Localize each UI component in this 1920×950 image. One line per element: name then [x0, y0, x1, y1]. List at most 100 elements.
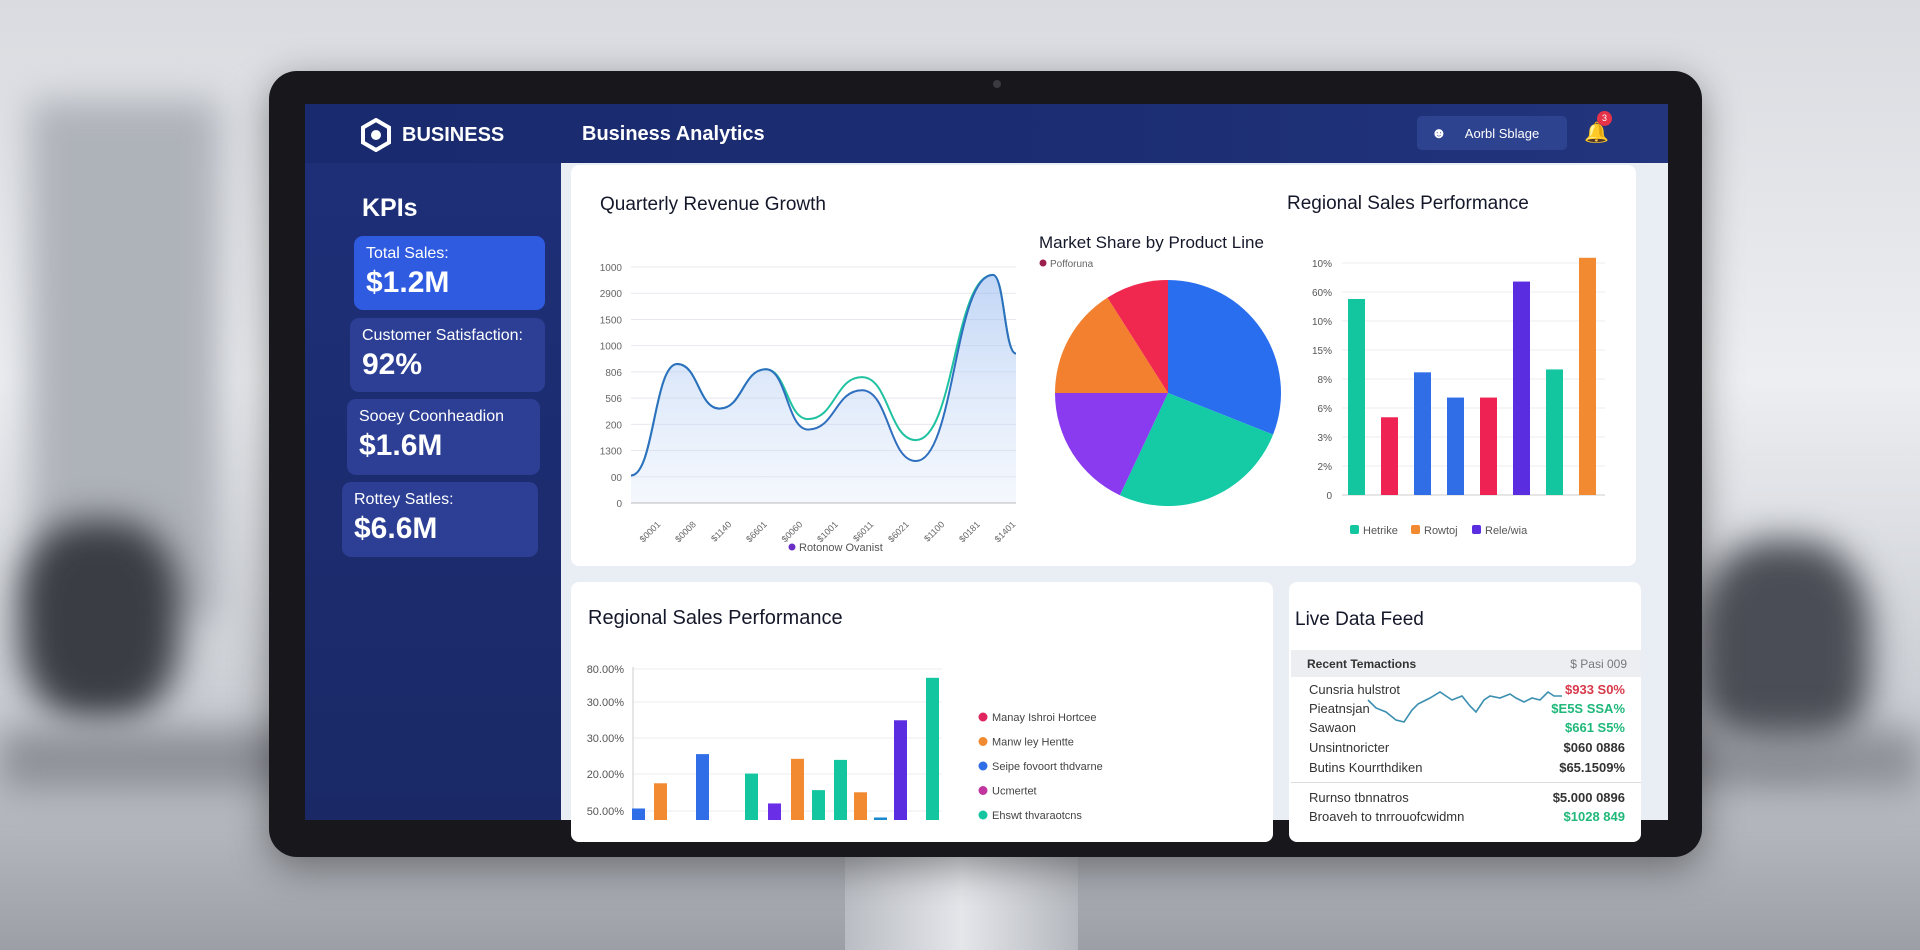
- feed-header-label: Recent Temactions: [1307, 656, 1417, 671]
- regional-sales-title: Regional Sales Performance: [588, 607, 843, 629]
- series-line: [630, 273, 1017, 477]
- bar: [696, 754, 709, 820]
- legend-label: Ucmertet: [992, 786, 1037, 798]
- y-tick-label: 0: [616, 499, 622, 510]
- x-tick-label: $1401: [993, 519, 1018, 544]
- y-tick-label: 806: [605, 368, 622, 379]
- y-tick-label: 200: [605, 420, 622, 431]
- feed-row-label: Cunsria hulstrot: [1309, 682, 1401, 697]
- legend-marker: [978, 810, 988, 820]
- feed-row-value: $5.000 0896: [1552, 790, 1625, 805]
- bar: [1579, 257, 1596, 495]
- feed-row[interactable]: Broaveh to tnrrouofcwidmn $1028 849: [1309, 809, 1625, 824]
- pie-slice: [1055, 393, 1168, 496]
- kpi-card-4[interactable]: Rottey Satles: $6.6M: [342, 482, 538, 557]
- kpi-value: 92%: [362, 348, 423, 381]
- x-tick-label: $0060: [780, 519, 805, 544]
- feed-row[interactable]: Cunsria hulstrot $933 S0%: [1309, 682, 1625, 697]
- feed-row-label: Broaveh to tnrrouofcwidmn: [1309, 809, 1465, 824]
- kpi-value: $1.6M: [359, 429, 443, 462]
- kpi-card-total-sales[interactable]: Total Sales: $1.2M: [354, 236, 545, 310]
- brand-name: BUSINESS: [402, 124, 505, 146]
- x-tick-label: $6601: [744, 519, 769, 544]
- users-icon: ☻: [1431, 124, 1447, 142]
- bar: [1546, 369, 1563, 495]
- legend-label: Rotonow Ovanist: [799, 542, 883, 554]
- y-tick-label: 50.00%: [587, 806, 625, 818]
- x-tick-label: $1140: [709, 519, 733, 543]
- page-title: Business Analytics: [582, 123, 765, 145]
- background-person: [1700, 540, 1870, 760]
- kpi-value: $1.2M: [366, 266, 450, 299]
- bar: [926, 677, 939, 820]
- user-name: Aorbl Sblage: [1464, 125, 1540, 141]
- y-tick-label: 1000: [600, 342, 623, 353]
- legend-marker: [788, 543, 796, 551]
- pie-slice: [1107, 280, 1168, 393]
- legend-label: Manay Ishroi Hortcee: [992, 712, 1097, 724]
- feed-row-value: $1028 849: [1563, 809, 1625, 824]
- bar: [1513, 281, 1530, 495]
- y-tick-label: 0: [1326, 491, 1332, 502]
- bar: [1348, 298, 1365, 495]
- feed-row[interactable]: Unsintnoricter $060 0886: [1309, 740, 1625, 755]
- bar: [834, 759, 847, 820]
- y-tick-label: 1500: [600, 315, 623, 326]
- feed-row[interactable]: Pieatnsjan $E5S SSA%: [1309, 701, 1625, 716]
- kpi-label: Total Sales:: [366, 245, 449, 262]
- y-tick-label: 8%: [1318, 375, 1333, 386]
- y-tick-label: 00: [611, 473, 623, 484]
- feed-row-value: $060 0886: [1563, 740, 1625, 755]
- notification-bell-button[interactable]: 🔔: [1584, 120, 1609, 145]
- legend-label: Pofforuna: [1050, 259, 1094, 270]
- feed-row[interactable]: Butins Kourrthdiken $65.1509%: [1309, 760, 1625, 775]
- feed-header-value: $ Pasi 009: [1570, 656, 1627, 671]
- y-tick-label: 30.00%: [587, 697, 625, 709]
- y-tick-label: 1000: [600, 263, 623, 274]
- kpi-label: Customer Satisfaction:: [362, 327, 523, 344]
- feed-row-value: $65.1509%: [1559, 760, 1625, 775]
- feed-row-label: Rurnso tbnnatros: [1309, 790, 1409, 805]
- feed-row-label: Unsintnoricter: [1309, 740, 1390, 755]
- kpi-card-customer-satisfaction[interactable]: Customer Satisfaction: 92%: [350, 318, 545, 392]
- sidebar-heading: KPIs: [362, 194, 418, 222]
- user-menu-button[interactable]: ☻ Aorbl Sblage: [1417, 116, 1567, 150]
- kpi-card-3[interactable]: Sooey Coonheadion $1.6M: [347, 399, 540, 475]
- regional-bar-chart-title: Regional Sales Performance: [1287, 193, 1529, 214]
- feed-row-value: $933 S0%: [1565, 682, 1625, 697]
- bar: [812, 790, 825, 820]
- notification-badge: 3: [1597, 111, 1612, 126]
- legend-label: Rowtoj: [1424, 525, 1458, 537]
- feed-row-value: $E5S SSA%: [1551, 701, 1625, 716]
- x-tick-label: $0008: [673, 519, 698, 544]
- y-tick-label: 10%: [1312, 259, 1332, 270]
- x-tick-label: $6021: [886, 519, 911, 544]
- feed-row-label: Butins Kourrthdiken: [1309, 760, 1423, 775]
- live-feed-sparkline: [1367, 690, 1562, 723]
- area-fill: [631, 274, 1016, 503]
- feed-row[interactable]: Sawaon $661 S5%: [1309, 720, 1625, 735]
- y-tick-label: 2%: [1318, 462, 1333, 473]
- legend-label: Ehswt thvaraotcns: [992, 810, 1082, 822]
- bar: [1381, 417, 1398, 495]
- bar: [632, 808, 645, 820]
- webcam-icon: [993, 80, 1001, 88]
- live-feed-header: Recent Temactions $ Pasi 009: [1291, 650, 1641, 677]
- revenue-chart-title: Quarterly Revenue Growth: [600, 194, 826, 215]
- legend-marker: [978, 712, 988, 722]
- y-tick-label: 3%: [1318, 433, 1333, 444]
- bar: [1480, 397, 1497, 495]
- pie-slice: [1168, 280, 1281, 435]
- monitor-stand: [845, 857, 1078, 950]
- bar: [874, 817, 887, 820]
- feed-row[interactable]: Rurnso tbnnatros $5.000 0896: [1309, 790, 1625, 805]
- legend-label: Manw ley Hentte: [992, 737, 1074, 749]
- bar: [791, 758, 804, 820]
- legend-marker: [978, 737, 988, 746]
- y-tick-label: 6%: [1318, 404, 1333, 415]
- legend-label: Hetrike: [1363, 525, 1398, 537]
- feed-divider: [1291, 782, 1641, 783]
- bell-icon: 🔔: [1584, 122, 1609, 144]
- kpi-label: Rottey Satles:: [354, 491, 454, 508]
